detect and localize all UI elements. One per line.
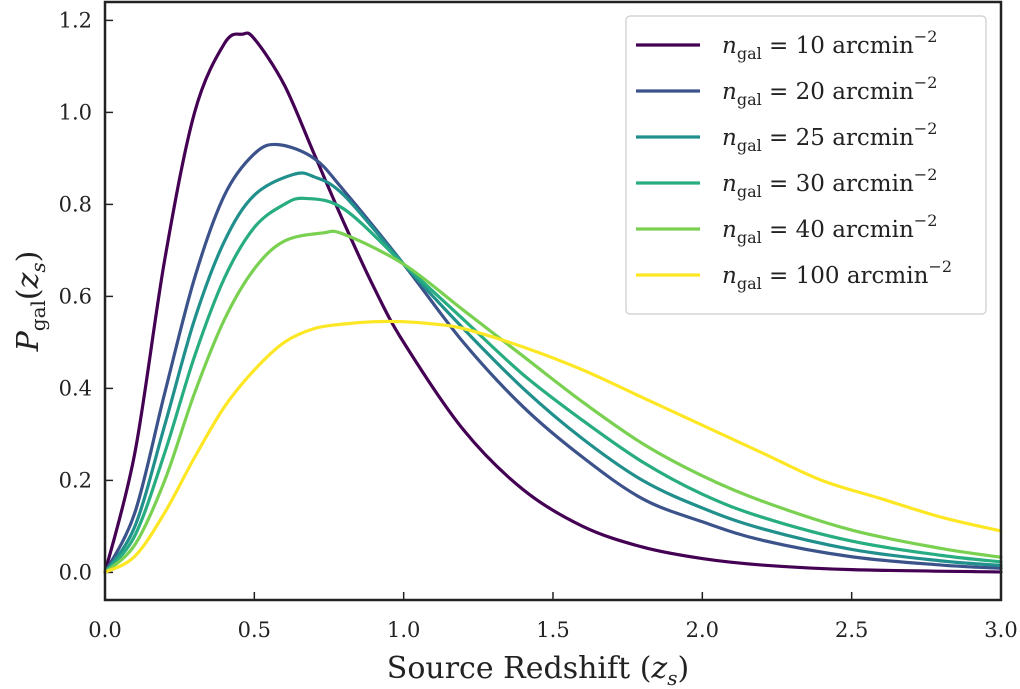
y-tick-label: 0.2 bbox=[59, 468, 92, 492]
x-tick-label: 3.0 bbox=[984, 618, 1017, 642]
series-line-ngal-100 bbox=[103, 319, 1003, 574]
y-tick-label: 1.0 bbox=[59, 100, 92, 124]
series-line-ngal-40 bbox=[103, 229, 1003, 574]
y-tick-label: 1.2 bbox=[59, 8, 92, 32]
legend-label: ngal = 25 arcmin−2 bbox=[722, 119, 937, 155]
series-layer bbox=[103, 31, 1003, 574]
x-tick-label: 2.0 bbox=[686, 618, 719, 642]
x-axis-label: Source Redshift (zs) bbox=[387, 651, 689, 689]
legend-entries: ngal = 10 arcmin−2 ngal = 20 arcmin−2 ngal… bbox=[636, 27, 952, 293]
legend-label: ngal = 10 arcmin−2 bbox=[722, 27, 937, 63]
x-tick-label: 1.5 bbox=[536, 618, 569, 642]
x-tick-labels: 0.0 0.5 1.0 1.5 2.0 2.5 3.0 bbox=[88, 618, 1017, 642]
y-axis-label: Pgal(zs) bbox=[11, 251, 50, 353]
plot-frame bbox=[103, 0, 1003, 602]
y-tick-label: 0.4 bbox=[59, 376, 92, 400]
x-tick-label: 2.5 bbox=[835, 618, 868, 642]
x-tick-label: 0.5 bbox=[238, 618, 271, 642]
y-tick-label: 0.0 bbox=[59, 560, 92, 584]
legend-label: ngal = 20 arcmin−2 bbox=[722, 73, 937, 109]
axis-ticks bbox=[104, 19, 1002, 600]
y-tick-label: 0.6 bbox=[59, 284, 92, 308]
legend-label: ngal = 40 arcmin−2 bbox=[722, 211, 937, 247]
legend-frame bbox=[625, 15, 987, 315]
x-tick-label: 1.0 bbox=[387, 618, 420, 642]
y-tick-label: 0.8 bbox=[59, 192, 92, 216]
y-tick-labels: 0.0 0.2 0.4 0.6 0.8 1.0 1.2 bbox=[59, 8, 92, 584]
x-tick-label: 0.0 bbox=[88, 618, 121, 642]
legend-label: ngal = 30 arcmin−2 bbox=[722, 165, 937, 201]
legend: ngal = 10 arcmin−2 ngal = 20 arcmin−2 ngal… bbox=[625, 15, 987, 315]
legend-label: ngal = 100 arcmin−2 bbox=[722, 257, 952, 293]
